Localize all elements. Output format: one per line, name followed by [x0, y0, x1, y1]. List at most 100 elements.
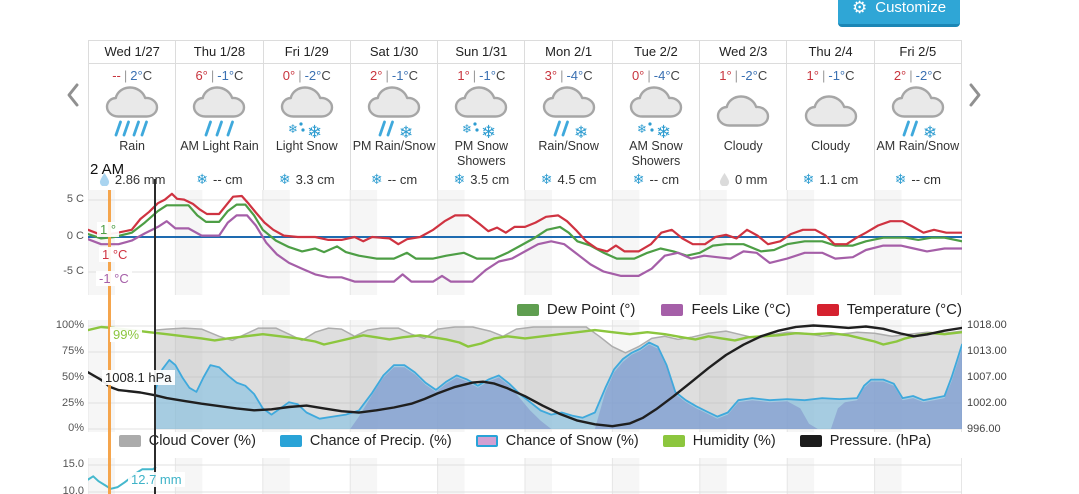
axis-tick: -5 C	[63, 265, 84, 277]
weather-icon-wrap: ❄ ❄	[438, 85, 524, 141]
pressure-callout: 1008.1 hPa	[102, 370, 175, 385]
condition-label: AM Snow Showers	[629, 139, 683, 168]
precip-amount: ❄ -- cm	[894, 171, 941, 187]
axis-tick: 1002.00	[967, 397, 1007, 409]
precip-accum-callout: 12.7 mm	[128, 472, 185, 487]
precip-cloud-chart[interactable]	[88, 320, 962, 432]
precip-amount: 0 mm	[700, 170, 786, 188]
day-column-6[interactable]: Mon 2/1 3° | -4°C ❄ Rain/Snow ❄ 4.5 cm	[524, 41, 612, 190]
day-temps: -- | 2°C	[112, 68, 153, 83]
day-column-8[interactable]: Wed 2/3 1° | -2°C Cloudy 0 mm	[699, 41, 787, 190]
legend-swatch	[475, 435, 498, 447]
hover-cursor-line[interactable]	[154, 179, 156, 494]
legend-swatch	[662, 435, 685, 447]
day-header: Tue 2/2	[612, 41, 700, 64]
day-column-9[interactable]: Thu 2/4 1° | -1°C Cloudy ❄ 1.1 cm	[786, 41, 874, 190]
day-column-3[interactable]: Fri 1/29 0° | -2°C ❄ ❄ Light Snow ❄ 3.3 cm	[262, 41, 350, 190]
high-temp: 0°	[282, 68, 296, 83]
legend-swatch	[279, 435, 302, 447]
legend-swatch	[816, 303, 839, 316]
day-column-4[interactable]: Sat 1/30 2° | -1°C ❄ PM Rain/Snow ❄ -- cm	[349, 41, 438, 190]
customize-button[interactable]: ⚙ Customize	[838, 0, 961, 27]
svg-text:❄: ❄	[656, 122, 671, 141]
condition-label: AM Rain/Snow	[876, 139, 960, 153]
customize-label: Customize	[875, 0, 947, 16]
high-temp: 1°	[719, 68, 732, 83]
high-temp: 6°	[195, 68, 208, 83]
axis-tick: 15.0	[62, 458, 84, 470]
low-temp: -2°	[304, 68, 322, 83]
precip-amount: ❄ 4.5 cm	[540, 171, 597, 187]
precip-amount: ❄ -- cm	[370, 171, 418, 187]
day-header: Mon 2/1	[525, 41, 612, 64]
condition-label: PM Rain/Snow	[352, 139, 436, 153]
svg-text:❄: ❄	[923, 123, 937, 141]
day-temps: 6° | -1°C	[195, 68, 244, 83]
high-temp: 3°	[544, 68, 558, 83]
weather-icon-wrap: ❄	[525, 85, 611, 141]
high-temp: --	[112, 68, 121, 83]
day-column-7[interactable]: Tue 2/2 0° | -4°C ❄ ❄ AM Snow Showers ❄ -- cm	[611, 41, 700, 190]
day-column-2[interactable]: Thu 1/28 6° | -1°C AM Light Rain ❄ -- cm	[175, 41, 263, 190]
temperature-legend: Dew Point (°) Feels Like (°C) Temperature …	[88, 301, 962, 318]
snowflake-icon: ❄	[632, 171, 645, 187]
chevron-right-icon	[969, 83, 981, 107]
cursor-time-label: 2 AM	[90, 161, 125, 178]
temperature-callout: 1 °C	[99, 247, 131, 262]
cloudy-icon	[717, 95, 770, 127]
day-temps: 0° | -4°C	[631, 68, 680, 83]
day-header: Fri 1/29	[263, 41, 350, 64]
weather-icon-wrap	[89, 85, 175, 139]
axis-tick: 0%	[68, 422, 84, 434]
day-column-10[interactable]: Fri 2/5 2° | -2°C ❄ AM Rain/Snow ❄ -- cm	[873, 41, 962, 190]
condition-label: Rain/Snow	[538, 139, 599, 153]
snowflake-icon: ❄	[894, 171, 907, 187]
low-temp: -1°	[479, 68, 496, 83]
condition-label: AM Light Rain	[180, 139, 259, 153]
high-temp: 1°	[457, 68, 470, 83]
snowflake-icon: ❄	[453, 171, 466, 187]
day-column-5[interactable]: Sun 1/31 1° | -1°C ❄ ❄ PM Snow Showers ❄ 3.5 cm	[437, 41, 525, 190]
precip-accum-chart[interactable]	[88, 458, 962, 494]
weather-icon-wrap	[700, 85, 786, 139]
low-temp: -1°	[217, 68, 235, 83]
snowflake-icon: ❄	[196, 171, 208, 187]
axis-tick: 1013.00	[967, 345, 1007, 357]
svg-text:❄: ❄	[399, 123, 413, 141]
rain-light-icon	[193, 86, 246, 137]
raindrop-icon	[99, 173, 109, 186]
next-arrow[interactable]	[966, 82, 984, 108]
day-temps: 1° | -1°C	[457, 68, 506, 83]
snow-showers-icon: ❄ ❄	[455, 86, 508, 141]
gear-icon: ⚙	[852, 0, 868, 17]
day-header: Fri 2/5	[874, 41, 961, 64]
prev-arrow[interactable]	[64, 82, 82, 108]
dew-point-callout: 1 °	[97, 222, 120, 237]
temperature-chart[interactable]	[88, 190, 962, 295]
legend-swatch	[516, 303, 539, 316]
axis-tick: 100%	[55, 319, 84, 331]
day-column-1[interactable]: Wed 1/27 -- | 2°C Rain 2.86 mm	[88, 41, 176, 190]
snowflake-icon: ❄	[278, 171, 291, 187]
precip-amount: ❄ 1.1 cm	[802, 171, 859, 187]
axis-tick: 25%	[61, 397, 84, 409]
legend-item: Temperature (°C)	[816, 301, 962, 318]
svg-text:❄: ❄	[574, 123, 588, 141]
day-header: Wed 2/3	[700, 41, 787, 64]
cloudy-icon	[804, 95, 857, 127]
current-time-line	[108, 190, 111, 494]
legend-swatch	[799, 435, 822, 447]
precip-amount: 2.86 mm	[89, 170, 175, 188]
weather-icon-wrap	[176, 85, 262, 139]
feels-like-callout: -1 °C	[96, 271, 132, 286]
day-temps: 1° | -2°C	[719, 68, 768, 83]
rain-snow-icon: ❄	[367, 86, 421, 141]
legend-swatch	[118, 435, 141, 447]
high-temp: 1°	[806, 68, 819, 83]
weather-icon-wrap: ❄ ❄	[613, 85, 699, 141]
legend-label: Pressure. (hPa)	[829, 433, 932, 449]
day-temps: 0° | -2°C	[282, 68, 331, 83]
snow-icon: ❄ ❄	[280, 86, 333, 141]
legend-label: Feels Like (°C)	[691, 301, 791, 318]
